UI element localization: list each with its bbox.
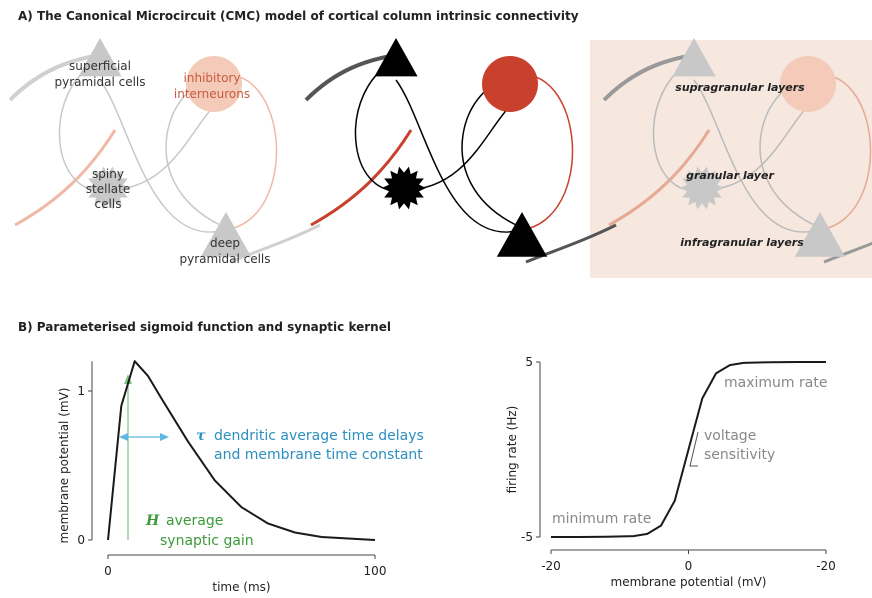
layer-label: supragranular layers [675,81,805,94]
series-line [551,361,826,538]
x-tick-label: 0 [685,559,693,573]
stellate-cell [86,166,130,210]
pyramidal-cell [78,38,122,77]
annotation-symbol: H [145,513,160,529]
connection [304,53,397,102]
series-line [107,360,376,541]
connection [310,129,413,227]
arrow-head [124,374,132,384]
interneuron [780,56,836,112]
cell-label: deep pyramidal cells [179,236,270,266]
connection [395,79,522,233]
pyramidal-cell [496,212,548,257]
cell-label: spiny stellate cells [86,167,130,211]
layer-label: infragranular layers [680,236,804,249]
y-axis-label: membrane potential (mV) [57,388,71,544]
cell-label: inhibitory interneurons [174,71,250,101]
connection [14,129,117,227]
annotation: voltage sensitivity [704,428,775,463]
annotation: dendritic average time delays and membran… [214,428,424,463]
stellate-cell [382,166,426,210]
y-tick-label: 1 [77,384,85,398]
connection [823,241,872,264]
x-axis-label: membrane potential (mV) [611,575,767,589]
annotation: minimum rate [552,511,651,527]
x-axis-label: time (ms) [212,580,270,594]
connection [608,129,711,227]
annotation: average synaptic gain [160,513,254,549]
annotation: maximum rate [724,375,827,391]
connection [693,79,820,233]
y-tick-label: 5 [525,355,533,369]
pyramidal-cell [374,38,418,77]
y-tick-label: -5 [521,530,533,544]
layer-label: granular layer [686,169,774,182]
slope-marker [689,431,699,467]
pyramidal-cell [200,212,252,257]
pyramidal-cell [672,38,716,77]
y-tick-label: 0 [77,533,85,547]
interneuron [186,56,242,112]
stellate-cell [680,166,724,210]
connection [107,104,216,191]
panel-b-title: B) Parameterised sigmoid function and sy… [18,320,391,334]
connection [525,223,617,264]
panel-a-title: A) The Canonical Microcircuit (CMC) mode… [18,9,579,23]
connection [229,223,321,264]
x-tick-label: -20 [816,559,836,573]
annotation-symbol: τ [196,428,206,444]
connection [403,104,512,191]
microcircuit-diagram [8,38,872,264]
pyramidal-cell [794,212,846,257]
cell-label: superficial pyramidal cells [54,59,145,89]
y-axis-label: firing rate (Hz) [505,406,519,494]
x-tick-label: -20 [541,559,561,573]
x-tick-label: 100 [364,564,387,578]
connection [99,79,226,233]
x-tick-label: 0 [104,564,112,578]
interneuron [482,56,538,112]
